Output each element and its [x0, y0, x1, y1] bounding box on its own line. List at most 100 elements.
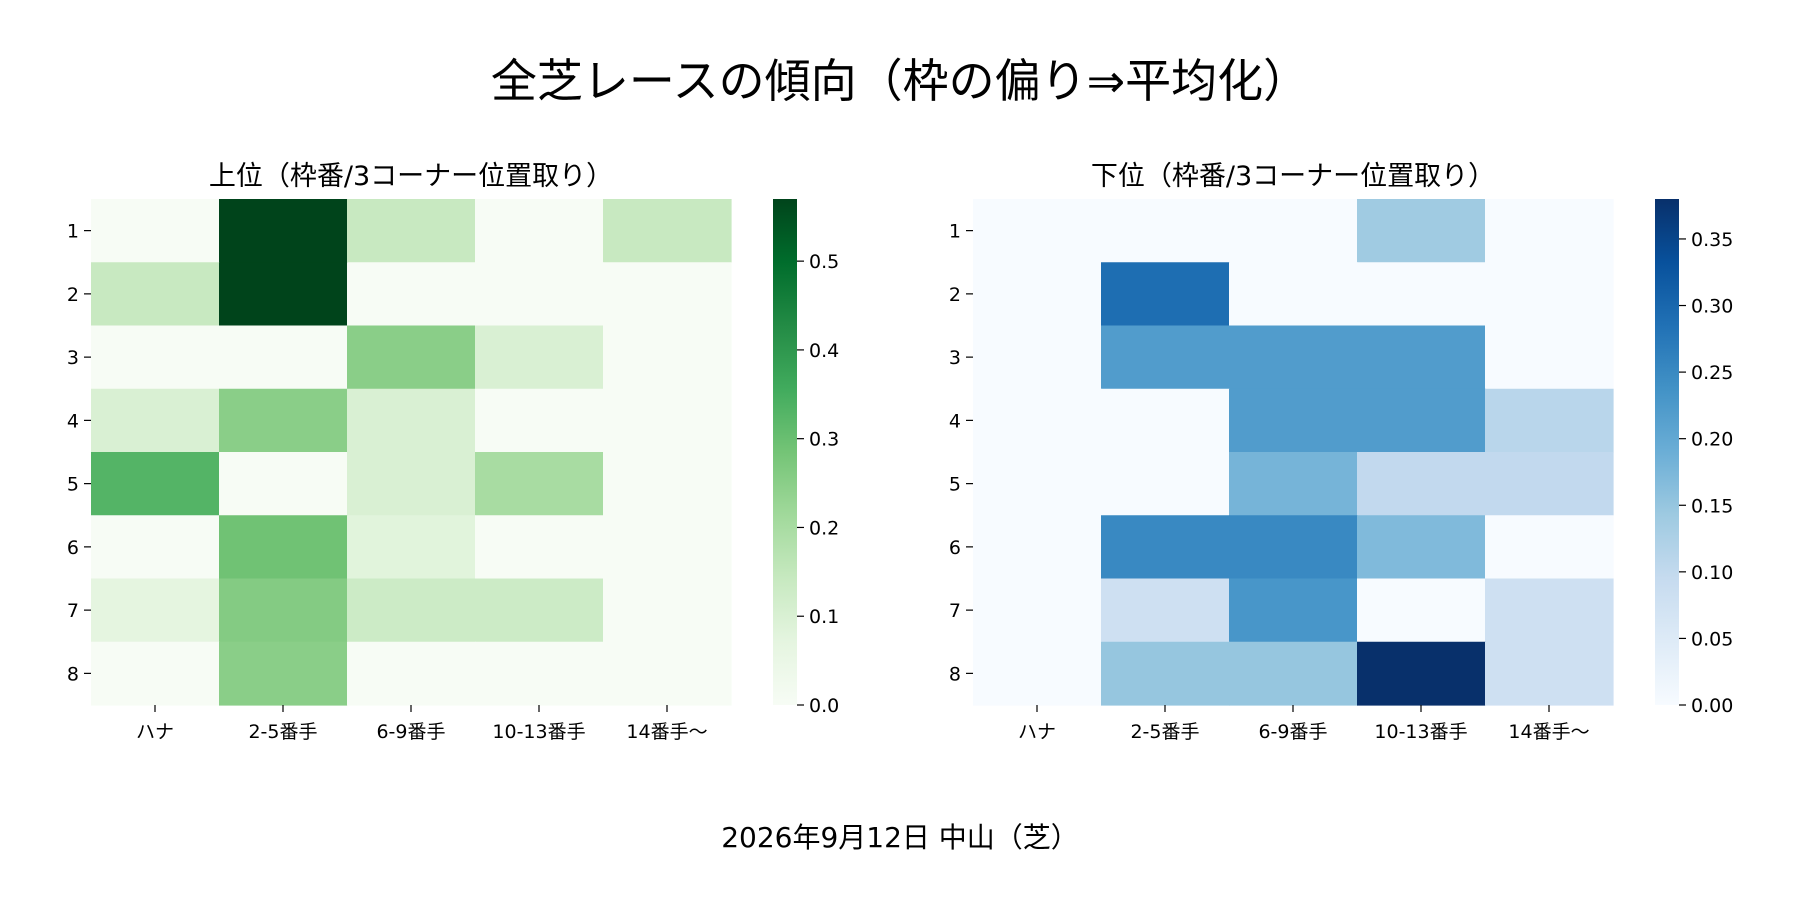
heatmap-cell: [347, 262, 476, 327]
colorbar-tick-label: 0.25: [1691, 362, 1733, 384]
heatmap-cell: [603, 325, 732, 390]
heatmap-cell: [973, 325, 1102, 390]
heatmap-cell: [603, 515, 732, 580]
heatmap-cell: [1101, 578, 1230, 643]
y-tick-label: 2: [67, 284, 79, 306]
heatmap-cell: [1357, 452, 1486, 516]
heatmap-cell: [475, 325, 604, 390]
y-tick-label: 5: [949, 474, 961, 496]
x-tick-label: 14番手〜: [626, 721, 707, 743]
heatmap-cell: [603, 641, 732, 706]
heatmap-cell: [1357, 515, 1486, 580]
heatmap-cell: [603, 262, 732, 327]
x-tick-label: 2-5番手: [1130, 721, 1199, 743]
y-tick-label: 4: [949, 410, 961, 432]
heatmap-cell: [1229, 199, 1358, 263]
colorbar-tick-label: 0.20: [1691, 429, 1733, 451]
heatmap-cell: [219, 325, 348, 390]
heatmap-cell: [1229, 262, 1358, 327]
heatmap-cell: [973, 452, 1102, 516]
heatmap-cell: [603, 388, 732, 453]
x-tick-label: 2-5番手: [248, 721, 317, 743]
colorbar-tick-label: 0.15: [1691, 495, 1733, 517]
heatmap-cell: [347, 641, 476, 706]
colorbar-tick-label: 0.3: [809, 429, 839, 451]
colorbar: [1655, 199, 1679, 705]
panel-title: 上位（枠番/3コーナー位置取り）: [209, 161, 613, 192]
heatmap-cell: [1357, 578, 1486, 643]
colorbar-tick-label: 0.1: [809, 606, 839, 628]
heatmap-cell: [973, 262, 1102, 327]
heatmap-cell: [475, 452, 604, 516]
heatmap-cell: [1485, 388, 1614, 453]
heatmap-cell: [475, 515, 604, 580]
heatmap-cell: [1357, 199, 1486, 263]
heatmap-cell: [1229, 641, 1358, 706]
heatmap-cell: [91, 578, 220, 643]
heatmap-cell: [1101, 325, 1230, 390]
heatmap-cell: [91, 388, 220, 453]
heatmap-cell: [1485, 452, 1614, 516]
heatmap-cell: [603, 578, 732, 643]
heatmap-panel-2: 下位（枠番/3コーナー位置取り） 1 2 3 4 5 6 7 8 ハナ 2-5番手 6-9番手 10-1…: [949, 161, 1733, 743]
heatmap-cell: [603, 452, 732, 516]
heatmap-cell: [219, 641, 348, 706]
heatmap-cell: [1101, 452, 1230, 516]
heatmap-cell: [347, 325, 476, 390]
x-tick-label: 10-13番手: [492, 721, 585, 743]
colorbar-tick-label: 0.05: [1691, 628, 1733, 650]
heatmap-cell: [219, 578, 348, 643]
y-tick-label: 5: [67, 474, 79, 496]
heatmap-cell: [973, 578, 1102, 643]
x-tick-label: 6-9番手: [1258, 721, 1327, 743]
y-tick-label: 3: [67, 347, 79, 369]
x-tick-label: 14番手〜: [1508, 721, 1589, 743]
x-tick-label: 6-9番手: [376, 721, 445, 743]
y-tick-label: 3: [949, 347, 961, 369]
heatmap-cell: [973, 199, 1102, 263]
colorbar-tick-label: 0.00: [1691, 695, 1733, 717]
y-tick-label: 6: [949, 537, 961, 559]
heatmap-cell: [91, 515, 220, 580]
heatmap-cell: [1101, 641, 1230, 706]
heatmap-cell: [219, 388, 348, 453]
y-tick-label: 7: [949, 600, 961, 622]
heatmap-cell: [1229, 388, 1358, 453]
heatmap-cell: [219, 515, 348, 580]
heatmap-cell: [1101, 262, 1230, 327]
heatmap-panel-1: 上位（枠番/3コーナー位置取り） 1 2 3 4 5 6 7 8 ハナ 2-5番手 6-9番手 10-1…: [67, 161, 839, 743]
heatmap-cell: [347, 578, 476, 643]
y-tick-label: 1: [949, 221, 961, 243]
heatmap-cell: [219, 452, 348, 516]
heatmap-cell: [1485, 262, 1614, 327]
y-tick-label: 8: [949, 663, 961, 685]
heatmap-cell: [475, 641, 604, 706]
heatmap-cell: [219, 199, 348, 263]
heatmap-cell: [1229, 325, 1358, 390]
heatmap-cell: [1101, 515, 1230, 580]
heatmap-cell: [475, 578, 604, 643]
heatmap-cell: [91, 262, 220, 327]
heatmap-cell: [475, 199, 604, 263]
y-tick-label: 2: [949, 284, 961, 306]
x-tick-label: ハナ: [136, 721, 174, 743]
heatmap-cell: [1485, 325, 1614, 390]
y-tick-label: 1: [67, 221, 79, 243]
heatmap-cell: [1229, 452, 1358, 516]
heatmap-cell: [1229, 515, 1358, 580]
colorbar-tick-label: 0.10: [1691, 562, 1733, 584]
heatmap-cell: [347, 388, 476, 453]
colorbar: [773, 199, 797, 705]
heatmap-cell: [219, 262, 348, 327]
y-tick-label: 7: [67, 600, 79, 622]
heatmap-cell: [91, 452, 220, 516]
heatmap-cell: [91, 199, 220, 263]
heatmap-cell: [1101, 388, 1230, 453]
heatmap-cell: [1485, 578, 1614, 643]
heatmap-cell: [347, 515, 476, 580]
heatmap-cell: [475, 388, 604, 453]
heatmap-cell: [1485, 641, 1614, 706]
colorbar-tick-label: 0.5: [809, 251, 839, 273]
